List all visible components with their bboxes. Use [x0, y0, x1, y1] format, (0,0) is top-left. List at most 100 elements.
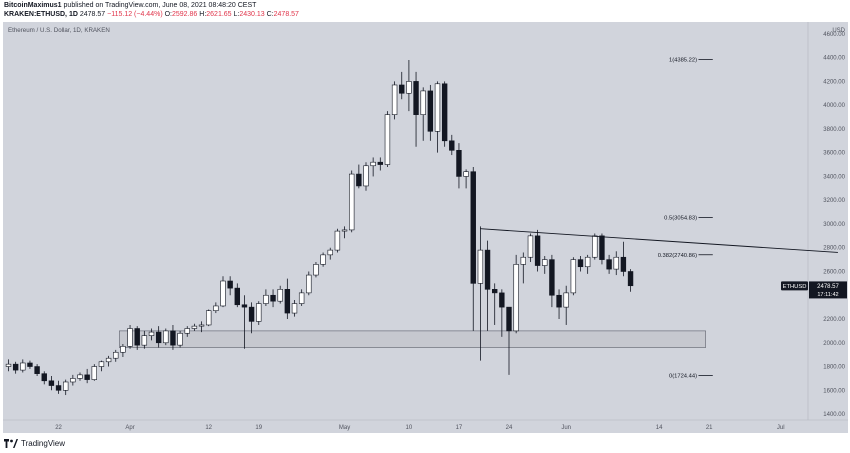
candle-body[interactable] [427, 90, 434, 132]
candle-body[interactable] [534, 235, 541, 266]
candle-body[interactable] [327, 249, 333, 256]
candle-body[interactable] [584, 256, 591, 268]
candle-body[interactable] [384, 114, 391, 165]
candle-body[interactable] [98, 361, 105, 367]
candle-body[interactable] [391, 84, 398, 115]
candle-body[interactable] [406, 81, 412, 94]
candle-body[interactable] [191, 325, 198, 329]
candle-body[interactable] [155, 331, 162, 344]
candle-body[interactable] [313, 264, 319, 276]
candle-body[interactable] [5, 363, 12, 367]
candle-body[interactable] [12, 363, 19, 371]
candle-body[interactable] [377, 161, 383, 165]
candle-body[interactable] [127, 328, 133, 347]
candle-body[interactable] [234, 287, 240, 306]
candle-body[interactable] [134, 328, 140, 346]
candle-body[interactable] [549, 259, 555, 296]
candle-body[interactable] [520, 256, 527, 265]
candle-body[interactable] [491, 289, 498, 294]
candle-body[interactable] [627, 271, 634, 287]
candle-body[interactable] [141, 335, 148, 346]
candle-body[interactable] [441, 83, 448, 142]
candle-body[interactable] [91, 366, 98, 380]
candle-body[interactable] [298, 292, 305, 304]
candle-body[interactable] [198, 324, 205, 327]
candle-body[interactable] [148, 331, 155, 336]
candle-body[interactable] [606, 259, 612, 270]
candle-body[interactable] [170, 330, 176, 346]
candle-body[interactable] [291, 303, 298, 314]
candle-body[interactable] [527, 235, 534, 258]
candle-body[interactable] [334, 230, 341, 251]
candle-body[interactable] [34, 366, 40, 374]
candle-body[interactable] [120, 346, 126, 353]
time-axis[interactable] [3, 420, 848, 433]
candle-body[interactable] [341, 229, 348, 232]
candle-body[interactable] [506, 306, 512, 332]
candle-body[interactable] [277, 289, 283, 302]
candle-body[interactable] [213, 305, 219, 311]
candle-body[interactable] [227, 280, 233, 289]
candle-body[interactable] [320, 254, 326, 265]
candle-body[interactable] [55, 385, 62, 391]
candle-body[interactable] [256, 303, 262, 322]
candle-body[interactable] [599, 235, 605, 260]
candle-body[interactable] [477, 249, 484, 284]
candle-body[interactable] [48, 380, 55, 386]
candle-body[interactable] [41, 373, 47, 382]
candle-body[interactable] [592, 235, 598, 258]
candle-body[interactable] [456, 150, 462, 177]
candle-body[interactable] [620, 256, 627, 272]
candle-body[interactable] [105, 357, 112, 363]
candle-body[interactable] [413, 81, 419, 115]
candle-body[interactable] [77, 374, 83, 379]
y-tick-label: 4400.00 [823, 56, 845, 62]
candle-body[interactable] [363, 165, 369, 187]
candle-body[interactable] [613, 256, 619, 270]
candle-body[interactable] [27, 362, 33, 367]
candle-body[interactable] [20, 362, 26, 371]
candle-body[interactable] [263, 294, 269, 304]
candle-body[interactable] [499, 292, 505, 308]
x-tick-label: 22 [55, 425, 62, 431]
candle-body[interactable] [577, 259, 584, 268]
candle-body[interactable] [70, 378, 76, 383]
candle-body[interactable] [513, 264, 519, 332]
fib-level-label: 0.5(3054.83) [664, 215, 697, 221]
candle-body[interactable] [399, 84, 405, 94]
candle-body[interactable] [184, 328, 190, 334]
candle-body[interactable] [542, 259, 548, 266]
candle-body[interactable] [463, 171, 469, 177]
x-tick-label: 10 [406, 425, 413, 431]
candle-body[interactable] [356, 173, 362, 187]
candle-body[interactable] [248, 306, 255, 322]
candle-body[interactable] [434, 83, 441, 132]
tradingview-brand[interactable]: TradingView [4, 439, 65, 448]
candle-body[interactable] [420, 90, 426, 115]
support-zone[interactable] [119, 330, 706, 348]
y-tick-label: 4000.00 [823, 103, 845, 109]
candle-body[interactable] [270, 294, 276, 302]
candle-body[interactable] [570, 259, 577, 294]
resistance-line[interactable] [480, 228, 838, 253]
candle-body[interactable] [449, 140, 455, 151]
candle-body[interactable] [370, 161, 376, 167]
candle-body[interactable] [206, 310, 212, 326]
candle-body[interactable] [62, 381, 69, 391]
candle-body[interactable] [241, 304, 248, 308]
price-chart[interactable]: Ethereum / U.S. Dollar, 1D, KRAKEN USD140… [0, 20, 850, 435]
candle-body[interactable] [163, 330, 169, 344]
candle-body[interactable] [306, 274, 312, 294]
candle-body[interactable] [470, 171, 476, 284]
candle-body[interactable] [84, 374, 90, 380]
candle-body[interactable] [556, 294, 562, 308]
candle-body[interactable] [113, 351, 119, 359]
author-name[interactable]: BitcoinMaximus1 [4, 2, 62, 9]
candle-body[interactable] [348, 173, 355, 231]
candle-body[interactable] [220, 280, 226, 307]
price-axis[interactable] [808, 22, 848, 420]
candle-body[interactable] [563, 292, 569, 308]
candle-body[interactable] [484, 249, 491, 290]
candle-body[interactable] [284, 289, 291, 314]
candle-body[interactable] [177, 332, 183, 346]
